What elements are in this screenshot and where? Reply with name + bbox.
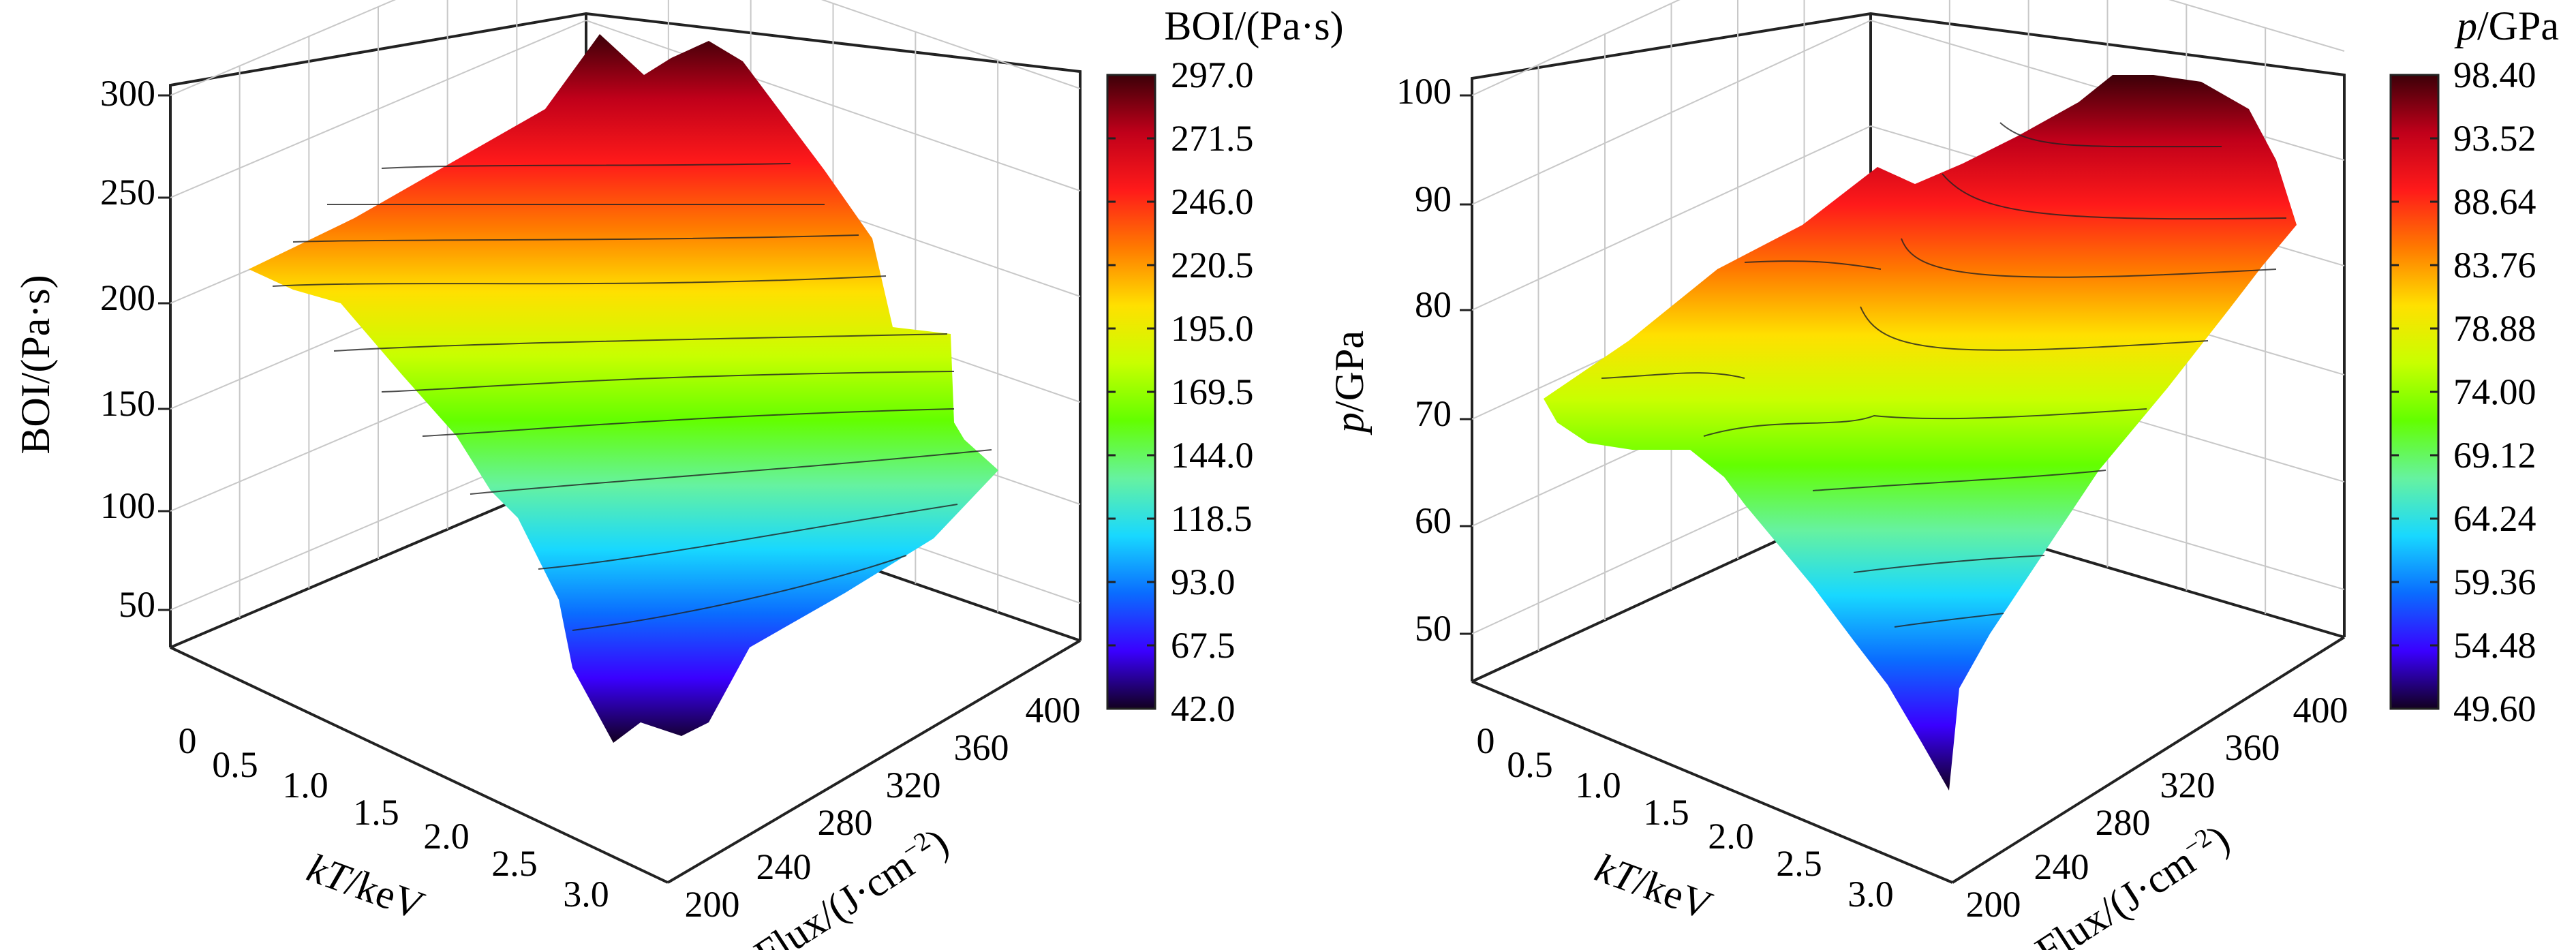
left-x-tick-labels: 0 0.5 1.0 1.5 2.0 2.5 3.0 [179,720,609,915]
left-cb-label-5: 169.5 [1171,371,1254,412]
right-colorbar-tick-marks [2391,74,2438,710]
left-x-tick-2.0: 2.0 [423,816,470,857]
right-cb-label-6: 69.12 [2453,435,2536,476]
right-z-axis-label: p/GPa [1327,331,1372,435]
right-colorbar-title: p/GPa [2454,3,2559,48]
left-cb-label-3: 220.5 [1171,245,1254,286]
left-y-tick-360: 360 [954,727,1009,768]
left-y-tick-400: 400 [1026,690,1081,731]
left-x-tick-2.5: 2.5 [491,843,538,884]
right-x-tick-3.0: 3.0 [1847,874,1894,915]
right-z-tick-80: 80 [1415,284,1452,325]
left-colorbar-labels: 297.0 271.5 246.0 220.5 195.0 169.5 144.… [1171,55,1254,729]
right-x-axis-label: kT/keV [1590,845,1719,928]
right-x-tick-2.5: 2.5 [1776,843,1822,884]
left-z-tick-marks [158,94,170,611]
left-z-tick-250: 250 [100,172,155,213]
boi-surface-panel: 300 250 200 150 100 50 BOI/(Pa·s) 0 0.5 … [13,0,1344,950]
left-cb-label-2: 246.0 [1171,181,1254,222]
right-x-tick-1.5: 1.5 [1643,792,1689,833]
left-cb-label-1: 271.5 [1171,118,1254,159]
left-y-tick-labels: 200 240 280 320 360 400 [685,690,1081,925]
left-colorbar-title: BOI/(Pa·s) [1164,3,1343,48]
right-cb-label-10: 49.60 [2453,688,2536,729]
left-cb-label-6: 144.0 [1171,435,1254,476]
right-y-tick-320: 320 [2160,765,2215,806]
right-cb-label-3: 83.76 [2453,245,2536,286]
right-z-tick-90: 90 [1415,179,1452,219]
pressure-surface [1544,75,2297,791]
right-cb-label-7: 64.24 [2453,498,2536,539]
right-z-tick-60: 60 [1415,500,1452,541]
boi-surface [249,34,998,743]
left-z-tick-200: 200 [100,277,155,318]
right-x-tick-0.5: 0.5 [1507,744,1553,785]
right-cb-label-0: 98.40 [2453,55,2536,95]
left-cb-label-4: 195.0 [1171,308,1254,349]
right-cb-label-1: 93.52 [2453,118,2536,159]
left-z-tick-50: 50 [119,584,155,625]
left-z-axis-label: BOI/(Pa·s) [13,275,58,454]
right-cb-label-2: 88.64 [2453,181,2536,222]
left-cb-label-0: 297.0 [1171,55,1254,95]
left-cb-label-10: 42.0 [1171,688,1236,729]
right-x-tick-2.0: 2.0 [1708,816,1754,857]
right-y-tick-400: 400 [2293,690,2348,731]
right-cb-label-5: 74.00 [2453,371,2536,412]
right-y-tick-200: 200 [1966,884,2021,925]
left-z-tick-300: 300 [100,73,155,114]
left-cb-label-8: 93.0 [1171,562,1236,602]
right-y-tick-240: 240 [2034,846,2089,887]
right-cb-label-9: 54.48 [2453,625,2536,666]
right-x-tick-labels: 0 0.5 1.0 1.5 2.0 2.5 3.0 [1477,720,1894,915]
left-cb-label-7: 118.5 [1171,498,1253,539]
pressure-surface-panel: 100 90 80 70 60 50 p/GPa 0 0.5 1.0 1.5 2… [1327,0,2559,950]
left-x-tick-1.0: 1.0 [282,765,328,806]
left-z-tick-labels: 300 250 200 150 100 50 [100,73,155,625]
left-cb-label-9: 67.5 [1171,625,1236,666]
left-z-tick-100: 100 [100,485,155,526]
right-y-tick-360: 360 [2225,727,2280,768]
left-x-tick-0.5: 0.5 [212,744,258,785]
left-y-tick-320: 320 [886,765,941,806]
right-z-tick-labels: 100 90 80 70 60 50 [1396,71,1452,649]
right-y-tick-280: 280 [2096,802,2151,843]
right-z-tick-70: 70 [1415,393,1452,434]
right-z-tick-marks [1460,94,1472,635]
left-colorbar-tick-marks [1107,74,1155,710]
right-z-tick-100: 100 [1396,71,1452,112]
right-cb-label-4: 78.88 [2453,308,2536,349]
left-x-tick-0: 0 [179,720,197,761]
left-x-tick-3.0: 3.0 [563,874,609,915]
left-y-tick-200: 200 [685,884,740,925]
right-colorbar-labels: 98.40 93.52 88.64 83.76 78.88 74.00 69.1… [2453,55,2536,729]
left-y-tick-240: 240 [756,846,812,887]
boi-contour-lines [272,163,992,631]
pressure-contour-lines [1601,122,2287,628]
left-x-tick-1.5: 1.5 [353,792,399,833]
left-z-tick-150: 150 [100,383,155,424]
right-y-tick-labels: 200 240 280 320 360 400 [1966,690,2348,925]
right-x-tick-1.0: 1.0 [1575,765,1621,806]
right-z-tick-50: 50 [1415,608,1452,649]
left-x-axis-label: kT/keV [302,845,431,928]
right-x-tick-0: 0 [1477,720,1495,761]
left-y-tick-280: 280 [818,802,873,843]
right-cb-label-8: 59.36 [2453,562,2536,602]
